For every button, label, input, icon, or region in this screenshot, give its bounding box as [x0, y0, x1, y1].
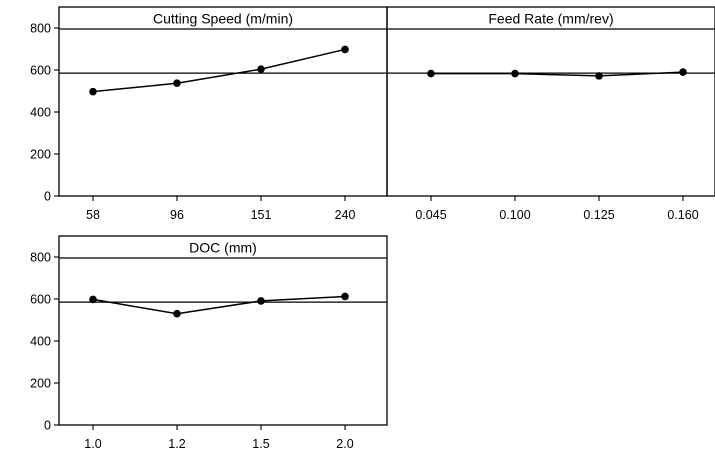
panel-1-y-tick-label-800: 800 [30, 22, 51, 36]
panel-3-x-tick-label-1: 1.0 [84, 437, 101, 451]
panel-3-x-tick-label-4: 2.0 [336, 437, 353, 451]
panel-1-y-tick-label-200: 200 [30, 148, 51, 162]
panel-3-y-tick-label-400: 400 [30, 335, 51, 349]
panel-2-series-line [431, 71, 684, 77]
panel-1-x-tick-label-4: 240 [335, 208, 356, 222]
panel-3-y-tick-label-200: 200 [30, 377, 51, 391]
panel-2-title: Feed Rate (mm/rev) [488, 11, 613, 27]
panel-1-point-1 [89, 87, 97, 96]
panel-2-point-2 [511, 69, 519, 78]
panel-3-point-1 [89, 295, 97, 304]
panel-3-point-4 [341, 292, 349, 301]
panel-1-y-tick-label-400: 400 [30, 106, 51, 120]
panel-1-y-tick-label-0: 0 [44, 190, 51, 204]
panel-2-x-tick-label-1: 0.045 [415, 208, 446, 222]
panel-3-point-2 [173, 309, 181, 318]
panel-1-title: Cutting Speed (m/min) [153, 11, 293, 27]
panel-1-frame [58, 6, 388, 197]
panel-3-title: DOC (mm) [189, 240, 257, 256]
panel-2-x-tick-label-2: 0.100 [499, 208, 530, 222]
panel-1-x-tick-label-3: 151 [251, 208, 272, 222]
panel-3-y-tick-label-800: 800 [30, 251, 51, 265]
panel-2-frame [386, 6, 715, 197]
panel-1-point-2 [173, 79, 181, 88]
panel-1-x-tick-label-2: 96 [170, 208, 184, 222]
panel-3-y-tick-label-600: 600 [30, 293, 51, 307]
panel-3-y-tick-label-0: 0 [44, 419, 51, 433]
panel-1-y-tick-label-600: 600 [30, 64, 51, 78]
panel-2-x-tick-label-3: 0.125 [583, 208, 614, 222]
panel-3-series-line [92, 295, 346, 315]
panel-1-point-4 [341, 45, 349, 54]
panel-1-point-3 [257, 65, 265, 73]
panel-3-point-3 [257, 297, 265, 305]
panel-3-x-tick-label-2: 1.2 [168, 437, 185, 451]
panel-2-point-1 [427, 69, 435, 78]
panel-1-x-tick-label-1: 58 [86, 208, 100, 222]
panel-2-x-tick-label-4: 0.160 [667, 208, 698, 222]
panel-3-x-tick-label-3: 1.5 [252, 437, 269, 451]
panel-3-frame [58, 235, 388, 426]
panel-1-series-line [92, 48, 346, 93]
panel-2-point-4 [679, 68, 687, 76]
panel-2-point-3 [595, 72, 603, 80]
